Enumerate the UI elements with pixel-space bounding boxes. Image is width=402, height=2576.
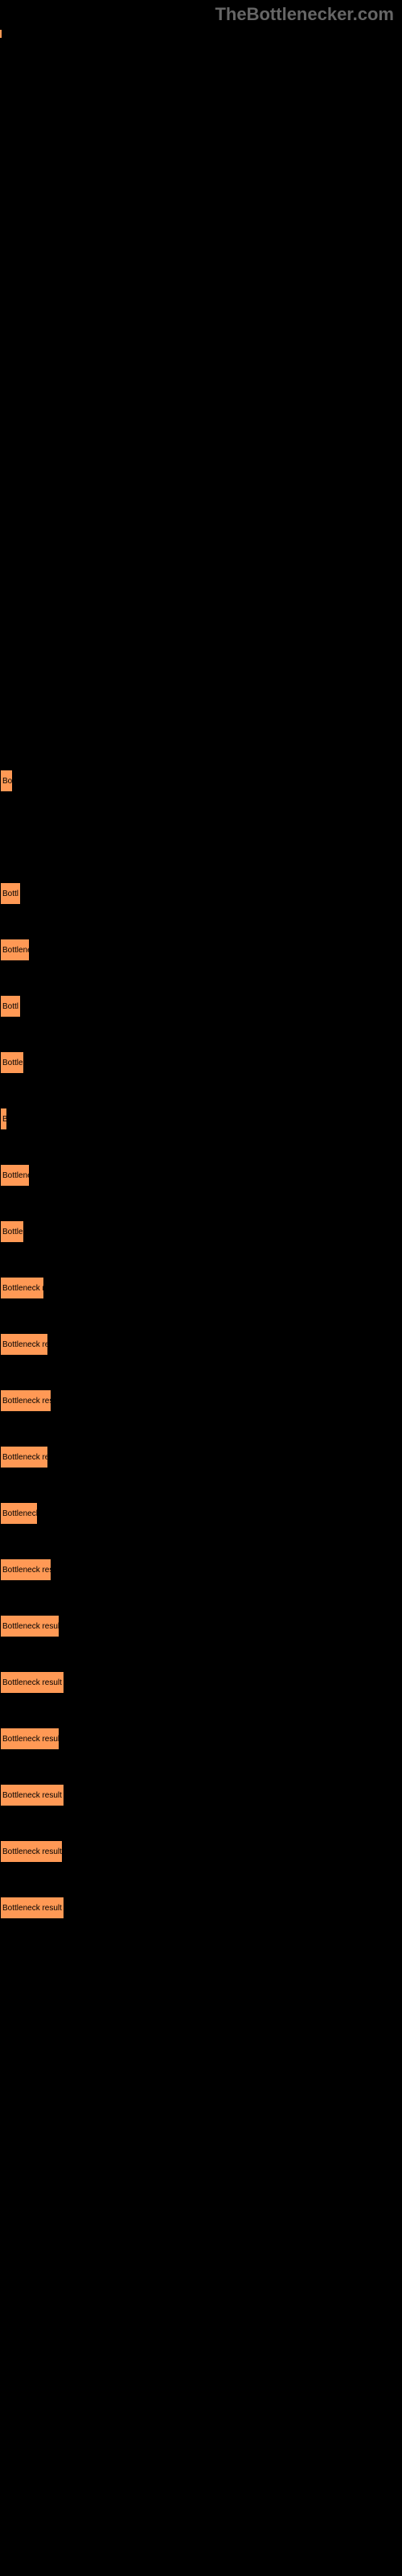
bar-row: Bottleneck resu (0, 1558, 402, 1581)
bar-row: B (0, 1108, 402, 1130)
bar-row: Bottlene (0, 939, 402, 961)
bar-row: Bottle (0, 1220, 402, 1243)
bar-row: Bottleneck result (0, 1671, 402, 1694)
bar-row: Bottleneck re (0, 1277, 402, 1299)
bar-row: Bottleneck result (0, 1784, 402, 1806)
bar-0: Bo (0, 770, 13, 792)
bar-4: Bottle (0, 1051, 24, 1074)
bar-row: Bottleneck result (0, 1728, 402, 1750)
site-title: TheBottlenecker.com (0, 0, 402, 29)
bar-1: Bottl (0, 882, 21, 905)
bar-13: Bottleneck resu (0, 1558, 51, 1581)
bar-10: Bottleneck resu (0, 1389, 51, 1412)
bar-12: Bottleneck (0, 1502, 38, 1525)
bar-row: Bottleneck result (0, 1897, 402, 1919)
bar-row: Bottl (0, 882, 402, 905)
bar-row: Bottleneck result (0, 1615, 402, 1637)
bar-row: Bottleneck res (0, 1333, 402, 1356)
bar-18: Bottleneck result (0, 1840, 63, 1863)
bar-17: Bottleneck result (0, 1784, 64, 1806)
axis-tick (0, 30, 2, 38)
bar-11: Bottleneck res (0, 1446, 48, 1468)
bar-3: Bottl (0, 995, 21, 1018)
bar-6: Bottlene (0, 1164, 30, 1187)
bar-row: Bottleneck resu (0, 1389, 402, 1412)
bar-16: Bottleneck result (0, 1728, 59, 1750)
bar-19: Bottleneck result (0, 1897, 64, 1919)
bar-9: Bottleneck res (0, 1333, 48, 1356)
bar-7: Bottle (0, 1220, 24, 1243)
bar-chart: Bo Bottl Bottlene Bottl Bottle B Bottlen… (0, 713, 402, 1919)
bar-14: Bottleneck result (0, 1615, 59, 1637)
bar-2: Bottlene (0, 939, 30, 961)
bar-row: Bottleneck (0, 1502, 402, 1525)
bar-row: Bo (0, 770, 402, 792)
bar-row: Bottlene (0, 1164, 402, 1187)
bar-row: Bottle (0, 1051, 402, 1074)
bar-5: B (0, 1108, 7, 1130)
bar-row: Bottleneck result (0, 1840, 402, 1863)
bar-15: Bottleneck result (0, 1671, 64, 1694)
bar-row: Bottleneck res (0, 1446, 402, 1468)
bar-row: Bottl (0, 995, 402, 1018)
bar-8: Bottleneck re (0, 1277, 44, 1299)
